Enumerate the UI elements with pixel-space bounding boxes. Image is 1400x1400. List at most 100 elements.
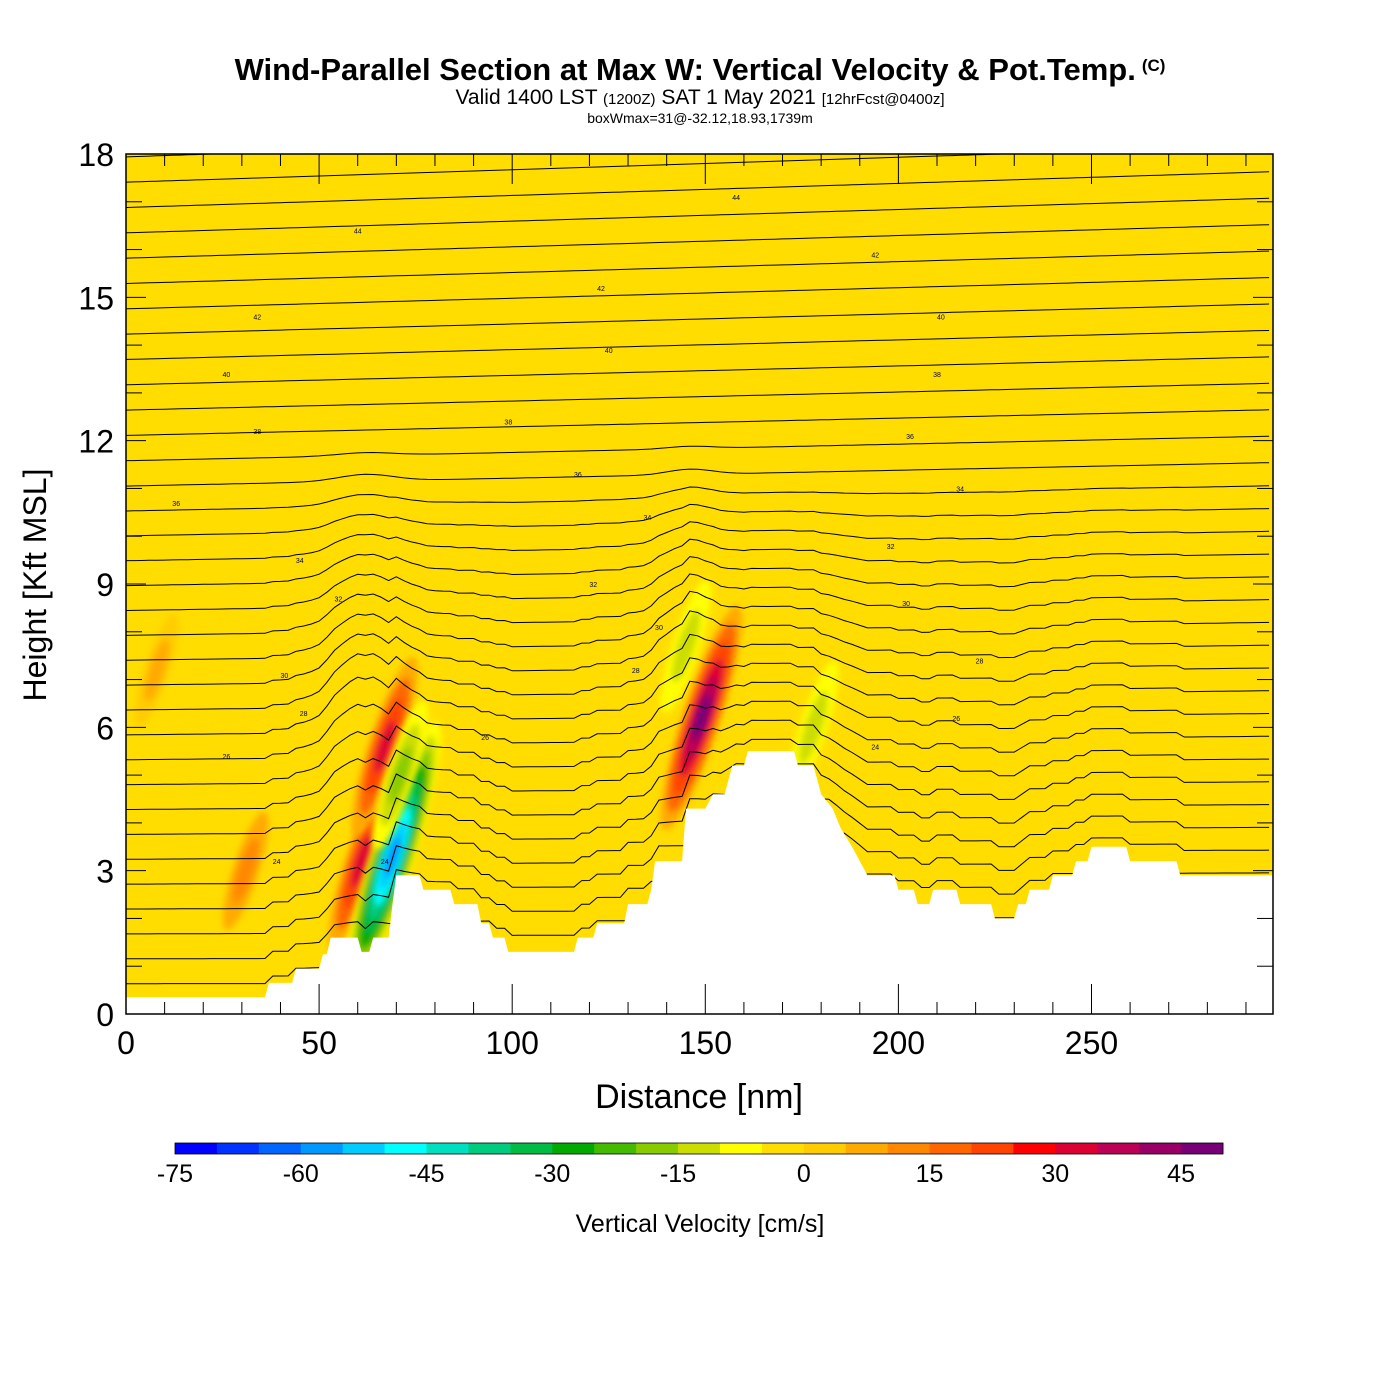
w-feature-8 bbox=[135, 613, 179, 727]
isentrope-16 bbox=[126, 538, 1270, 587]
colorbar-cell bbox=[1055, 1143, 1098, 1154]
theta-label-5: 40 bbox=[937, 314, 945, 321]
isentrope-2 bbox=[126, 869, 1270, 935]
theta-label-31: 24 bbox=[381, 859, 389, 866]
theta-label-28: 24 bbox=[871, 744, 879, 751]
isentrope-20 bbox=[126, 462, 1270, 487]
w-feature-0-level-3 bbox=[351, 834, 373, 888]
colorbar-tick-label: -75 bbox=[157, 1160, 193, 1188]
colorbar-tick-label: -45 bbox=[408, 1160, 444, 1188]
theta-label-25: 28 bbox=[300, 711, 308, 718]
isentrope-27 bbox=[126, 277, 1270, 310]
theta-label-30: 24 bbox=[273, 859, 281, 866]
y-axis-label: Height [Kft MSL] bbox=[17, 469, 53, 702]
theta-label-4: 42 bbox=[253, 314, 261, 321]
theta-label-18: 32 bbox=[589, 582, 597, 589]
colorbar-tick-label: -15 bbox=[660, 1160, 696, 1188]
isentropes-layer bbox=[126, 154, 1270, 985]
copyright-mark: (C) bbox=[1141, 56, 1166, 75]
theta-label-17: 34 bbox=[296, 558, 304, 565]
isentrope-11 bbox=[126, 633, 1270, 711]
y-tick-label: 18 bbox=[78, 137, 114, 173]
isentrope-3 bbox=[126, 832, 1270, 910]
w-feature-7 bbox=[223, 811, 269, 930]
isentrope-7 bbox=[126, 719, 1270, 810]
theta-label-0: 44 bbox=[732, 195, 740, 202]
colorbar-tick-label: 15 bbox=[916, 1160, 944, 1188]
theta-label-22: 28 bbox=[976, 658, 984, 665]
colorbar-cell bbox=[1013, 1143, 1056, 1154]
theta-label-27: 26 bbox=[481, 735, 489, 742]
colorbar-cell bbox=[1097, 1143, 1140, 1154]
isentrope-22 bbox=[126, 409, 1270, 436]
isentrope-14 bbox=[126, 573, 1270, 636]
colorbar-cell bbox=[258, 1143, 302, 1154]
isentrope-13 bbox=[126, 590, 1270, 661]
colorbar-cell bbox=[678, 1143, 721, 1154]
y-tick-label: 9 bbox=[96, 567, 114, 603]
isentrope-33 bbox=[126, 154, 227, 158]
isentrope-1 bbox=[126, 917, 1015, 960]
theta-label-26: 26 bbox=[952, 716, 960, 723]
theta-label-19: 32 bbox=[335, 596, 343, 603]
theta-label-7: 40 bbox=[223, 372, 231, 379]
colorbar-cell bbox=[761, 1143, 805, 1154]
colorbar-tick-label: 45 bbox=[1167, 1160, 1195, 1188]
chart-subtitle-valid: Valid 1400 LST (1200Z) SAT 1 May 2021 [1… bbox=[455, 86, 945, 109]
isentrope-15 bbox=[126, 556, 1270, 611]
w-feature-3-level-2 bbox=[388, 746, 412, 804]
x-tick-label: 50 bbox=[301, 1025, 337, 1061]
y-tick-label: 6 bbox=[96, 710, 114, 746]
theta-label-2: 42 bbox=[871, 252, 879, 259]
theta-label-10: 38 bbox=[253, 429, 261, 436]
plot-area: 44 44 42 42 42 40 40 40 38 38 38 36 36 34 36 34 32 34 32 32… bbox=[125, 153, 1274, 1015]
isentrope-29 bbox=[126, 224, 1270, 259]
x-tick-label: 150 bbox=[679, 1025, 732, 1061]
theta-label-13: 34 bbox=[956, 486, 964, 493]
y-tick-label: 15 bbox=[78, 280, 114, 316]
theta-label-11: 36 bbox=[906, 434, 914, 441]
colorbar-cell bbox=[426, 1143, 469, 1154]
isentrope-9 bbox=[126, 680, 1270, 761]
w-feature-5-level-1 bbox=[671, 609, 701, 683]
colorbar-tick-label: 30 bbox=[1041, 1160, 1069, 1188]
isentrope-10 bbox=[126, 657, 1270, 736]
isentrope-23 bbox=[126, 382, 1270, 411]
colorbar-cell bbox=[845, 1143, 889, 1154]
colorbar-cell bbox=[971, 1143, 1014, 1154]
theta-label-16: 32 bbox=[887, 544, 895, 551]
x-tick-label: 100 bbox=[486, 1025, 539, 1061]
w-feature-1-level-3 bbox=[374, 719, 396, 774]
colorbar-label: Vertical Velocity [cm/s] bbox=[576, 1210, 825, 1238]
w-feature-1 bbox=[351, 656, 418, 836]
theta-label-29: 26 bbox=[223, 754, 231, 761]
theta-label-1: 44 bbox=[354, 228, 362, 235]
theta-label-8: 38 bbox=[933, 372, 941, 379]
isentrope-19 bbox=[126, 485, 1270, 512]
colorbar: -75 -60 -45 -30 -15 0 15 30 45 Vertical Velocity… bbox=[157, 1142, 1224, 1238]
isentrope-18 bbox=[126, 503, 1270, 537]
isentrope-30 bbox=[126, 197, 1270, 234]
colorbar-tick-label: -60 bbox=[283, 1160, 319, 1188]
x-axis-label: Distance [nm] bbox=[595, 1078, 803, 1116]
colorbar-frame bbox=[174, 1142, 1224, 1155]
theta-label-24: 28 bbox=[632, 668, 640, 675]
w-feature-6-level-1 bbox=[799, 691, 828, 764]
colorbar-tick-label: 0 bbox=[797, 1160, 811, 1188]
terrain-mask bbox=[126, 751, 1273, 1014]
colorbar-cell bbox=[887, 1143, 930, 1154]
w-feature-7-level-1 bbox=[232, 838, 259, 904]
colorbar-cell bbox=[1181, 1143, 1224, 1154]
w-feature-6 bbox=[788, 660, 839, 795]
chart-title: Wind-Parallel Section at Max W: Vertical… bbox=[234, 52, 1166, 87]
theta-labels: 44 44 42 42 42 40 40 40 38 38 38 36 36 34 36 34 32 34 32 32… bbox=[172, 195, 983, 866]
isentrope-28 bbox=[126, 250, 1270, 284]
colorbar-cell bbox=[552, 1143, 595, 1154]
x-tick-label: 0 bbox=[117, 1025, 135, 1061]
colorbar-tick-label: -30 bbox=[534, 1160, 570, 1188]
chart-subtitle-box: boxWmax=31@-32.12,18.93,1739m bbox=[587, 110, 813, 126]
colorbar-cell bbox=[342, 1143, 385, 1154]
colorbar-cell bbox=[300, 1143, 344, 1154]
isentrope-21 bbox=[126, 435, 1270, 462]
x-tick-label: 250 bbox=[1065, 1025, 1118, 1061]
